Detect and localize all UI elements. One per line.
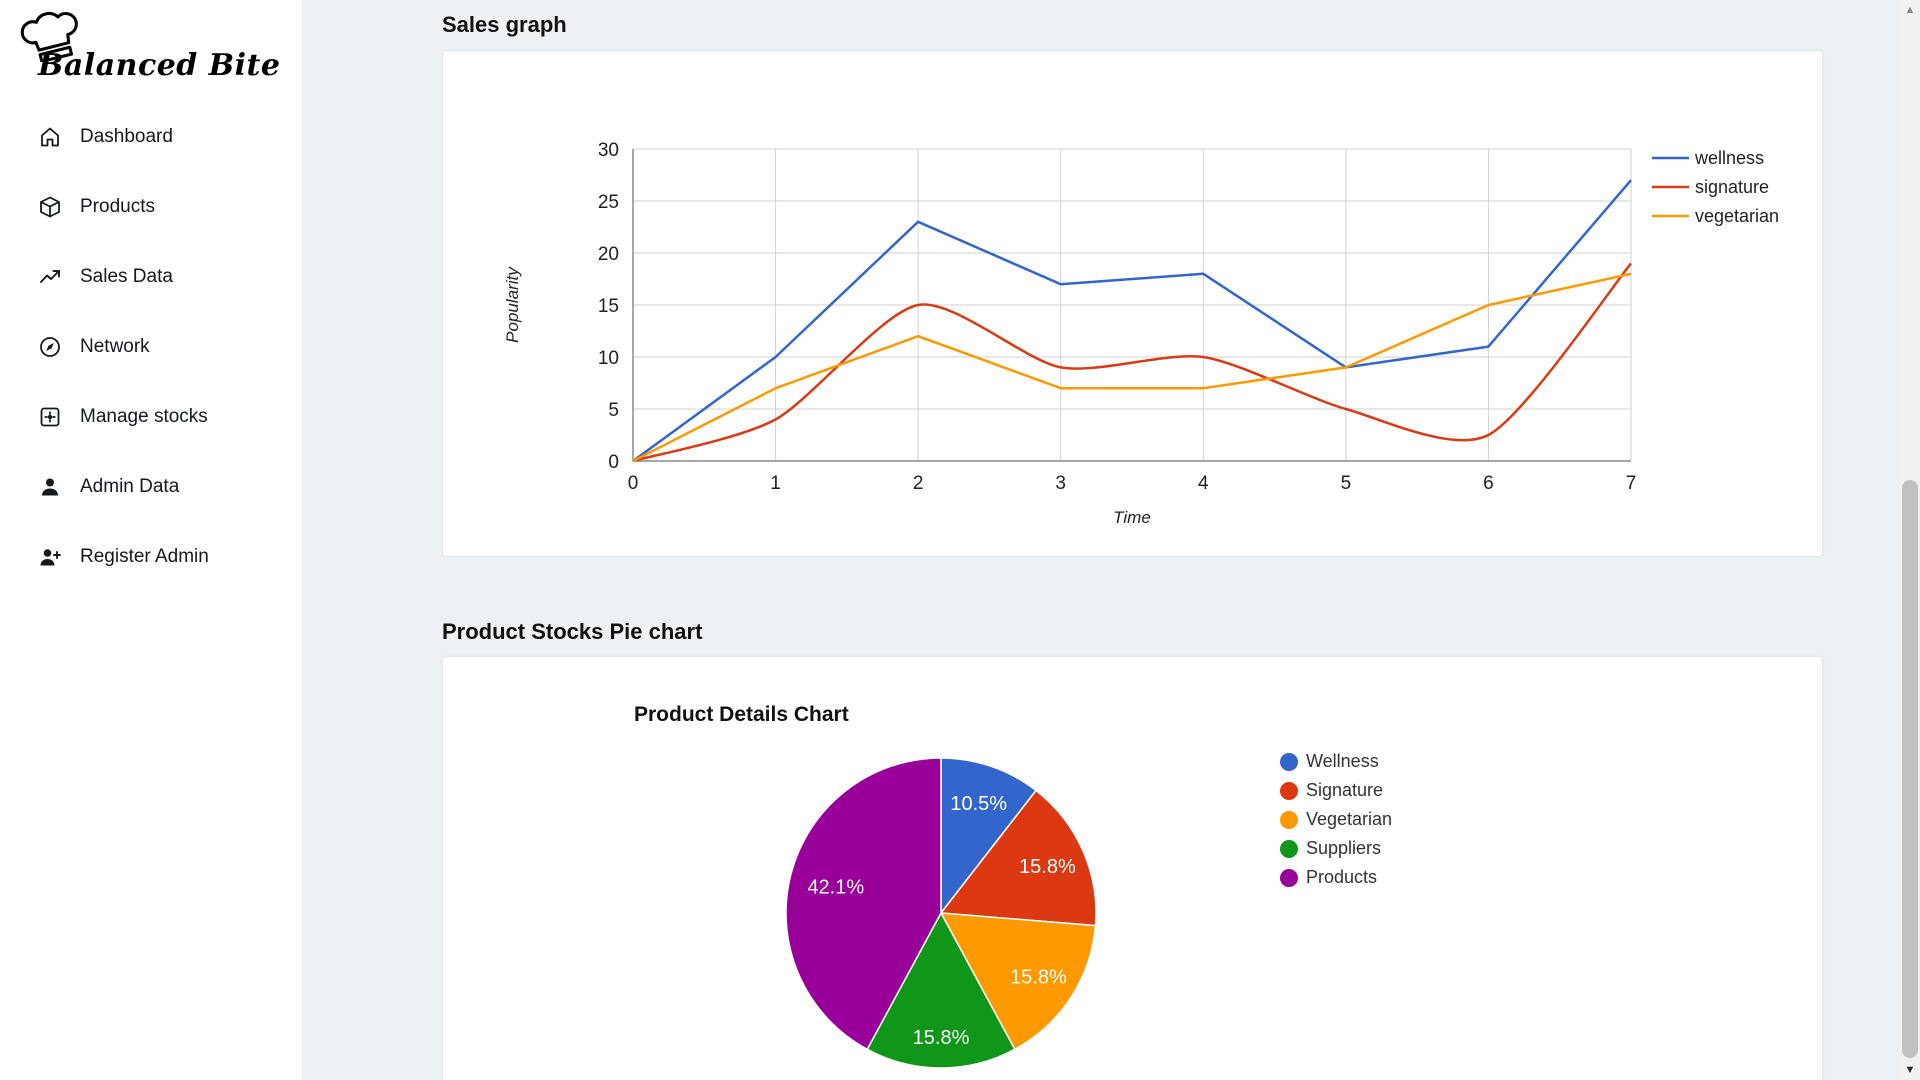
sidebar-item-admin-data[interactable]: Admin Data bbox=[0, 452, 302, 522]
pie-legend-item: Vegetarian bbox=[1280, 805, 1392, 834]
vertical-scrollbar: ▲ ▼ bbox=[1900, 0, 1920, 1080]
legend-color-dot bbox=[1280, 752, 1298, 771]
svg-text:10: 10 bbox=[598, 348, 619, 369]
sidebar: Balanced Bite Dashboard Products Sales D… bbox=[0, 0, 303, 1080]
sidebar-item-label: Network bbox=[80, 336, 150, 357]
svg-text:25: 25 bbox=[598, 192, 619, 213]
brand-name: Balanced Bite bbox=[38, 48, 281, 83]
svg-text:2: 2 bbox=[913, 473, 924, 494]
legend-label: Signature bbox=[1306, 780, 1384, 800]
legend-label: Wellness bbox=[1306, 751, 1379, 771]
chef-hat-icon bbox=[20, 12, 78, 62]
svg-text:wellness: wellness bbox=[1694, 148, 1764, 168]
svg-text:Popularity: Popularity bbox=[503, 266, 522, 343]
svg-text:10.5%: 10.5% bbox=[950, 793, 1007, 815]
pie-legend-item: Wellness bbox=[1280, 747, 1392, 776]
scroll-down-arrow-icon[interactable]: ▼ bbox=[1904, 1064, 1916, 1076]
svg-text:Time: Time bbox=[1113, 508, 1151, 527]
sidebar-item-manage-stocks[interactable]: Manage stocks bbox=[0, 382, 302, 452]
sidebar-item-label: Dashboard bbox=[80, 126, 173, 147]
svg-text:15.8%: 15.8% bbox=[1019, 856, 1076, 878]
scrollbar-thumb[interactable] bbox=[1902, 480, 1918, 1058]
svg-text:6: 6 bbox=[1483, 473, 1494, 494]
svg-text:30: 30 bbox=[598, 140, 619, 161]
svg-text:4: 4 bbox=[1198, 473, 1209, 494]
scroll-up-arrow-icon[interactable]: ▲ bbox=[1904, 4, 1916, 16]
svg-text:signature: signature bbox=[1695, 177, 1769, 197]
sidebar-item-label: Manage stocks bbox=[80, 406, 208, 427]
legend-label: Vegetarian bbox=[1306, 809, 1393, 829]
sidebar-nav: Dashboard Products Sales Data Network bbox=[0, 102, 302, 592]
brand-logo[interactable]: Balanced Bite bbox=[0, 0, 302, 102]
stock-settings-icon bbox=[40, 407, 60, 427]
sidebar-item-register-admin[interactable]: Register Admin bbox=[0, 522, 302, 592]
sidebar-item-label: Register Admin bbox=[80, 546, 209, 567]
pie-legend: Wellness Signature Vegetarian Suppliers Prod… bbox=[1280, 747, 1392, 892]
legend-label: Suppliers bbox=[1306, 838, 1382, 858]
sidebar-item-label: Admin Data bbox=[80, 476, 180, 497]
svg-text:5: 5 bbox=[1341, 473, 1352, 494]
svg-text:20: 20 bbox=[598, 244, 619, 265]
svg-text:0: 0 bbox=[608, 452, 619, 473]
pie-chart-card: Product Details Chart 10.5% 15.8% 15.8% 15.… bbox=[442, 656, 1823, 1080]
person-add-icon bbox=[40, 549, 61, 566]
sidebar-item-products[interactable]: Products bbox=[0, 172, 302, 242]
legend-label: Products bbox=[1306, 867, 1378, 887]
sales-graph-card: 0 5 10 15 20 25 30 0 1 2 3 4 5 6 7 Popularity Time wellne… bbox=[442, 50, 1823, 557]
compass-icon bbox=[40, 337, 60, 357]
sidebar-item-sales-data[interactable]: Sales Data bbox=[0, 242, 302, 312]
pie-chart-title: Product Details Chart bbox=[634, 703, 849, 726]
svg-text:42.1%: 42.1% bbox=[807, 876, 864, 898]
svg-text:0: 0 bbox=[628, 473, 639, 494]
pie-legend-item: Suppliers bbox=[1280, 834, 1392, 863]
sidebar-item-network[interactable]: Network bbox=[0, 312, 302, 382]
svg-text:1: 1 bbox=[770, 473, 781, 494]
pie-legend-item: Products bbox=[1280, 863, 1392, 892]
sales-line-chart: 0 5 10 15 20 25 30 0 1 2 3 4 5 6 7 Popularity Time wellne… bbox=[503, 140, 1779, 527]
svg-text:3: 3 bbox=[1055, 473, 1066, 494]
svg-text:15.8%: 15.8% bbox=[913, 1027, 970, 1049]
legend-color-dot bbox=[1280, 781, 1298, 800]
svg-text:15: 15 bbox=[598, 296, 619, 317]
pie-section-title: Product Stocks Pie chart bbox=[442, 619, 703, 644]
legend-color-dot bbox=[1280, 839, 1298, 858]
svg-text:15.8%: 15.8% bbox=[1010, 967, 1067, 989]
product-pie-chart: 10.5% 15.8% 15.8% 15.8% 42.1% bbox=[785, 757, 1097, 1069]
legend-color-dot bbox=[1280, 868, 1298, 887]
legend-color-dot bbox=[1280, 810, 1298, 829]
sidebar-item-label: Products bbox=[80, 196, 155, 217]
sidebar-item-dashboard[interactable]: Dashboard bbox=[0, 102, 302, 172]
products-box-icon bbox=[40, 196, 60, 218]
sidebar-item-label: Sales Data bbox=[80, 266, 173, 287]
pie-legend-item: Signature bbox=[1280, 776, 1392, 805]
home-icon bbox=[41, 127, 59, 147]
person-icon bbox=[42, 478, 58, 496]
svg-text:5: 5 bbox=[608, 400, 619, 421]
svg-text:7: 7 bbox=[1626, 473, 1637, 494]
svg-text:vegetarian: vegetarian bbox=[1695, 206, 1779, 226]
sales-graph-title: Sales graph bbox=[442, 12, 567, 37]
main-content: Sales graph 0 5 10 15 20 25 30 0 1 2 3 4 5 6 7 Populari… bbox=[303, 0, 1900, 1080]
trending-up-icon bbox=[40, 270, 60, 283]
